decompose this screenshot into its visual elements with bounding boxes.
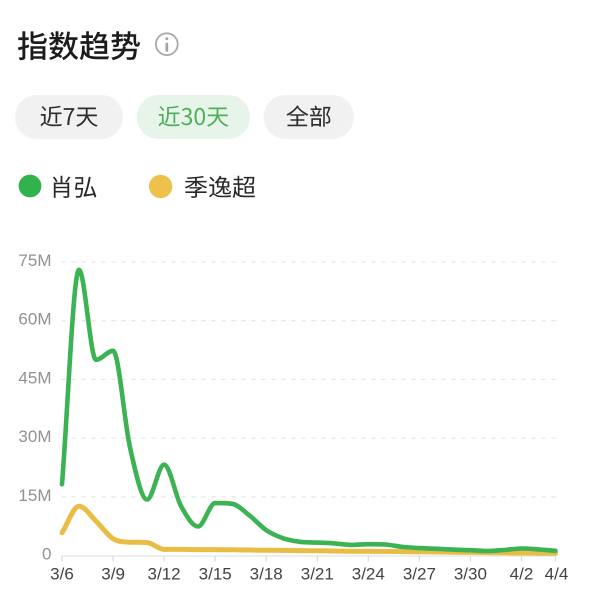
svg-text:4/2: 4/2 <box>510 565 534 584</box>
svg-text:3/12: 3/12 <box>148 565 181 584</box>
svg-text:3/24: 3/24 <box>352 565 385 584</box>
svg-text:3/9: 3/9 <box>101 565 125 584</box>
svg-text:15M: 15M <box>18 486 51 505</box>
svg-text:3/21: 3/21 <box>301 565 334 584</box>
svg-text:3/27: 3/27 <box>403 565 436 584</box>
svg-text:4/4: 4/4 <box>545 565 569 584</box>
svg-text:60M: 60M <box>18 310 51 329</box>
svg-text:30M: 30M <box>18 427 51 446</box>
svg-text:75M: 75M <box>18 251 51 270</box>
svg-text:3/6: 3/6 <box>50 565 74 584</box>
svg-text:45M: 45M <box>18 368 51 387</box>
svg-text:3/15: 3/15 <box>199 565 232 584</box>
svg-text:3/30: 3/30 <box>454 565 487 584</box>
svg-text:0: 0 <box>42 545 51 564</box>
svg-text:3/18: 3/18 <box>250 565 283 584</box>
